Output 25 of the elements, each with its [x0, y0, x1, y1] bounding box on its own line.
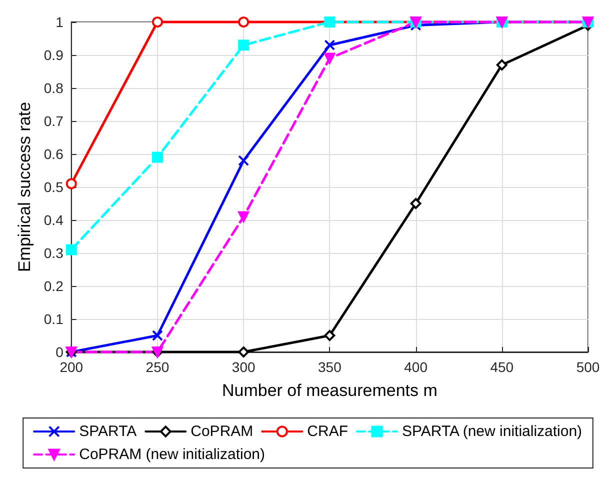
y-tick-label: 0: [56, 344, 64, 360]
x-tick-label: 350: [318, 359, 342, 375]
y-tick-label: 0.7: [44, 113, 64, 129]
legend-label: SPARTA: [79, 423, 137, 440]
legend-label: SPARTA (new initialization): [402, 423, 582, 440]
y-axis-title: Empirical success rate: [15, 102, 34, 272]
x-tick-label: 400: [404, 359, 428, 375]
y-tick-label: 0.9: [44, 47, 64, 63]
y-tick-label: 0.4: [44, 212, 64, 228]
x-tick-label: 200: [60, 359, 84, 375]
legend-label: CoPRAM (new initialization): [79, 446, 266, 463]
x-axis-title: Number of measurements m: [222, 381, 438, 400]
x-tick-label: 500: [576, 359, 600, 375]
x-tick-label: 450: [490, 359, 514, 375]
y-tick-label: 0.6: [44, 146, 64, 162]
y-tick-label: 0.5: [44, 179, 64, 195]
legend-label: CoPRAM: [190, 423, 254, 440]
x-tick-label: 300: [232, 359, 256, 375]
y-tick-label: 0.3: [44, 245, 64, 261]
y-tick-label: 0.8: [44, 80, 64, 96]
y-tick-label: 0.2: [44, 278, 64, 294]
y-tick-label: 0.1: [44, 311, 64, 327]
x-tick-label: 250: [146, 359, 170, 375]
y-tick-label: 1: [56, 14, 64, 30]
legend-label: CRAF: [307, 423, 348, 440]
